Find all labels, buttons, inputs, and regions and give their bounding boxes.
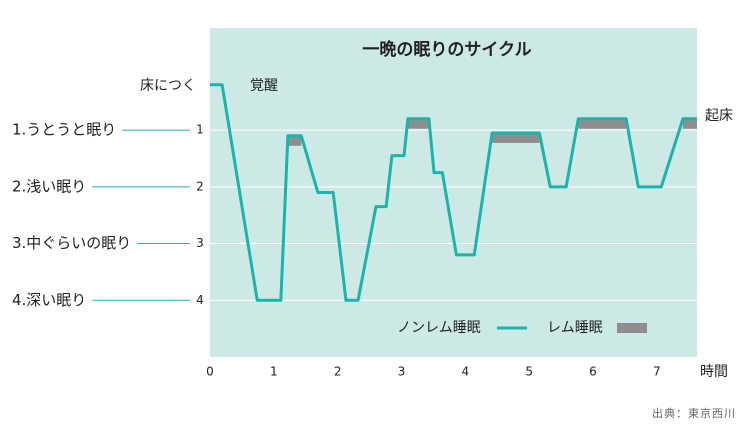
x-tick-label: 2 xyxy=(334,365,342,379)
x-tick-label: 5 xyxy=(525,365,533,379)
rem-period xyxy=(682,118,697,129)
y-tick-label: 2 xyxy=(196,179,204,193)
rem-period xyxy=(578,118,627,129)
legend-label: ノンレム睡眠 xyxy=(397,320,481,336)
x-tick-label: 4 xyxy=(461,365,469,379)
rem-period xyxy=(287,135,302,146)
x-axis-label: 時間 xyxy=(700,364,728,380)
x-tick-label: 6 xyxy=(589,365,597,379)
legend-label: レム睡眠 xyxy=(547,320,603,336)
y-tick-label: 1 xyxy=(196,123,204,137)
sleep-line xyxy=(210,83,697,302)
stage-label: 4.深い眠り xyxy=(12,291,86,309)
chart-title: 一晩の眠りのサイクル xyxy=(362,39,531,60)
y-tick-label: 4 xyxy=(196,293,204,307)
plot-area xyxy=(210,28,697,357)
rem-period xyxy=(492,132,540,143)
rem-period xyxy=(407,118,429,129)
x-tick-label: 1 xyxy=(270,365,278,379)
wake-label: 起床 xyxy=(705,108,733,124)
stage-label: 2.浅い眠り xyxy=(12,177,86,195)
legend-swatch xyxy=(617,323,647,333)
source: 出典：東京西川 xyxy=(652,406,736,420)
x-tick-label: 3 xyxy=(398,365,406,379)
bedtime-label: 床につく xyxy=(140,78,196,94)
awake-label: 覚醒 xyxy=(250,78,278,94)
stage-label: 1.うとうと眠り xyxy=(12,121,116,139)
y-tick-label: 3 xyxy=(196,236,204,250)
x-tick-label: 0 xyxy=(206,365,214,379)
stage-label: 3.中ぐらいの眠り xyxy=(12,234,131,252)
x-tick-label: 7 xyxy=(653,365,661,379)
